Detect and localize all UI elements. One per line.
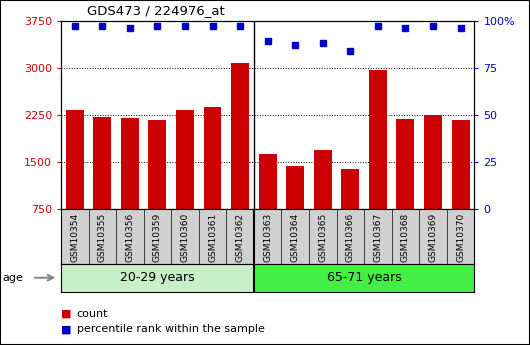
Bar xyxy=(452,120,470,256)
Text: GSM10367: GSM10367 xyxy=(374,213,382,262)
Bar xyxy=(121,118,139,256)
Text: GDS473 / 224976_at: GDS473 / 224976_at xyxy=(87,4,225,17)
Text: GSM10366: GSM10366 xyxy=(346,213,355,262)
Bar xyxy=(176,110,194,256)
Bar xyxy=(396,119,414,256)
Bar xyxy=(424,115,442,256)
Text: GSM10368: GSM10368 xyxy=(401,213,410,262)
Bar xyxy=(66,110,84,256)
Bar xyxy=(231,63,249,256)
Bar xyxy=(93,117,111,256)
Bar xyxy=(254,264,474,292)
Bar xyxy=(341,169,359,256)
Text: GSM10354: GSM10354 xyxy=(70,213,79,262)
Bar xyxy=(369,70,387,256)
Text: GSM10361: GSM10361 xyxy=(208,213,217,262)
Text: GSM10362: GSM10362 xyxy=(236,213,244,262)
Text: 20-29 years: 20-29 years xyxy=(120,271,195,284)
Text: GSM10370: GSM10370 xyxy=(456,213,465,262)
Text: GSM10359: GSM10359 xyxy=(153,213,162,262)
Text: ■: ■ xyxy=(61,309,72,319)
Text: count: count xyxy=(77,309,108,319)
Text: 65-71 years: 65-71 years xyxy=(326,271,402,284)
Text: GSM10356: GSM10356 xyxy=(126,213,134,262)
Bar xyxy=(314,150,332,256)
Text: GSM10364: GSM10364 xyxy=(291,213,299,262)
Text: GSM10365: GSM10365 xyxy=(319,213,327,262)
Bar xyxy=(61,264,254,292)
Bar xyxy=(286,166,304,256)
Text: age: age xyxy=(3,273,23,283)
Text: GSM10360: GSM10360 xyxy=(181,213,189,262)
Bar xyxy=(148,120,166,256)
Text: GSM10363: GSM10363 xyxy=(263,213,272,262)
Text: ■: ■ xyxy=(61,325,72,334)
Bar xyxy=(259,154,277,256)
Text: percentile rank within the sample: percentile rank within the sample xyxy=(77,325,264,334)
Bar xyxy=(204,107,222,256)
Text: GSM10369: GSM10369 xyxy=(429,213,437,262)
Text: GSM10355: GSM10355 xyxy=(98,213,107,262)
